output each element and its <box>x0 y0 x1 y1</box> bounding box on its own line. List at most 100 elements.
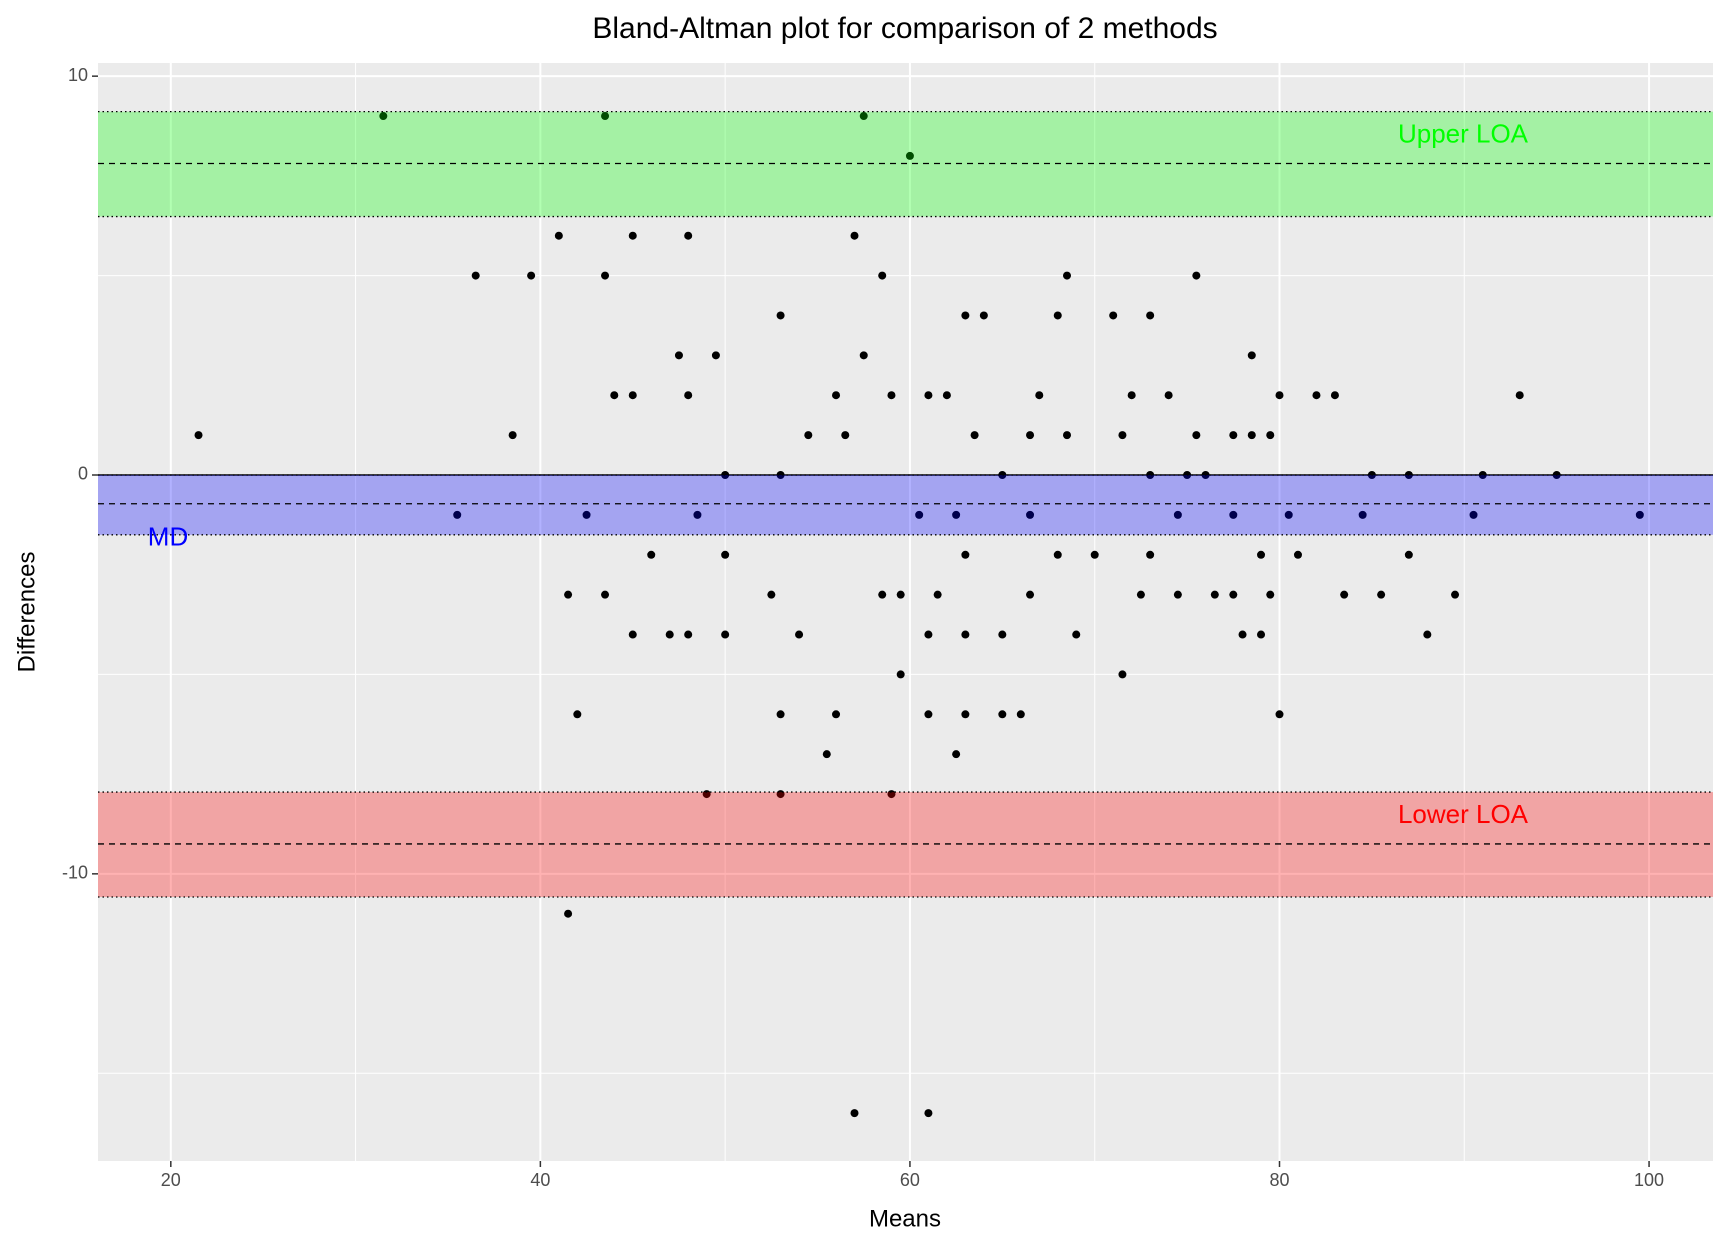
data-point <box>702 790 711 799</box>
data-point <box>1192 271 1201 280</box>
data-point <box>693 510 702 519</box>
data-point <box>887 391 896 400</box>
data-point <box>1063 271 1071 280</box>
data-point <box>573 710 582 719</box>
data-point <box>1146 550 1155 559</box>
data-point <box>776 311 785 320</box>
data-point <box>601 112 610 121</box>
data-point <box>896 670 905 679</box>
data-point <box>674 351 683 360</box>
x-tick-label: 40 <box>530 1170 550 1190</box>
data-point <box>628 630 637 639</box>
data-point <box>942 391 951 400</box>
plot-panel <box>98 63 1713 1161</box>
data-point <box>711 351 720 360</box>
data-point <box>1118 670 1127 679</box>
data-point <box>564 590 573 599</box>
data-point <box>1053 550 1062 559</box>
data-point <box>1035 391 1044 400</box>
data-point <box>194 431 203 440</box>
data-point <box>508 431 517 440</box>
data-point <box>924 1109 933 1118</box>
data-point <box>1275 391 1284 400</box>
data-point <box>1229 590 1238 599</box>
data-point <box>1404 550 1413 559</box>
data-point <box>1173 590 1182 599</box>
data-point <box>832 391 841 400</box>
data-point <box>665 630 674 639</box>
data-point <box>1146 311 1155 320</box>
data-point <box>453 510 462 519</box>
data-point <box>924 710 933 719</box>
data-point <box>601 271 610 280</box>
data-point <box>961 710 970 719</box>
data-point <box>527 271 536 280</box>
data-point <box>795 630 804 639</box>
data-point <box>1063 431 1071 440</box>
data-point <box>721 630 730 639</box>
data-point <box>915 510 924 519</box>
data-point <box>471 271 480 280</box>
data-point <box>721 550 730 559</box>
data-point <box>924 630 933 639</box>
data-point <box>1330 391 1339 400</box>
data-point <box>1247 431 1256 440</box>
data-point <box>776 710 785 719</box>
data-point <box>582 510 591 519</box>
data-point <box>1266 590 1275 599</box>
data-point <box>1312 391 1321 400</box>
data-point <box>564 909 573 918</box>
data-point <box>841 431 850 440</box>
data-point <box>952 510 961 519</box>
data-point <box>878 271 887 280</box>
data-point <box>1072 630 1081 639</box>
data-point <box>1127 391 1136 400</box>
data-point <box>1340 590 1349 599</box>
data-point <box>628 231 637 240</box>
data-point <box>924 391 933 400</box>
data-point <box>1026 590 1035 599</box>
data-point <box>998 630 1007 639</box>
data-point <box>961 630 970 639</box>
y-tick-label: -10 <box>62 863 88 883</box>
data-point <box>1026 510 1035 519</box>
data-point <box>896 590 905 599</box>
data-point <box>822 750 831 759</box>
data-point <box>1229 510 1238 519</box>
data-point <box>684 231 693 240</box>
data-point <box>850 1109 859 1118</box>
y-tick-label: 0 <box>78 464 88 484</box>
data-point <box>1293 550 1302 559</box>
data-point <box>878 590 887 599</box>
data-point <box>1229 431 1238 440</box>
data-point <box>1053 311 1062 320</box>
data-point <box>628 391 637 400</box>
data-point <box>1275 710 1284 719</box>
data-point <box>1090 550 1099 559</box>
band <box>98 474 1713 535</box>
data-point <box>933 590 942 599</box>
x-tick-label: 80 <box>1269 1170 1289 1190</box>
chart-title: Bland-Altman plot for comparison of 2 me… <box>592 12 1217 45</box>
y-tick-label: 10 <box>68 65 88 85</box>
data-point <box>832 710 841 719</box>
data-point <box>1173 510 1182 519</box>
data-point <box>961 550 970 559</box>
data-point <box>1358 510 1367 519</box>
data-point <box>887 790 896 799</box>
data-point <box>1164 391 1173 400</box>
data-point <box>1109 311 1118 320</box>
data-point <box>601 590 610 599</box>
data-point <box>1016 710 1025 719</box>
band-label: Lower LOA <box>1398 799 1529 829</box>
data-point <box>610 391 619 400</box>
data-point <box>647 550 656 559</box>
data-point <box>952 750 961 759</box>
data-point <box>1469 510 1478 519</box>
data-point <box>905 151 914 160</box>
data-point <box>850 231 859 240</box>
data-point <box>1247 351 1256 360</box>
data-point <box>1266 431 1275 440</box>
